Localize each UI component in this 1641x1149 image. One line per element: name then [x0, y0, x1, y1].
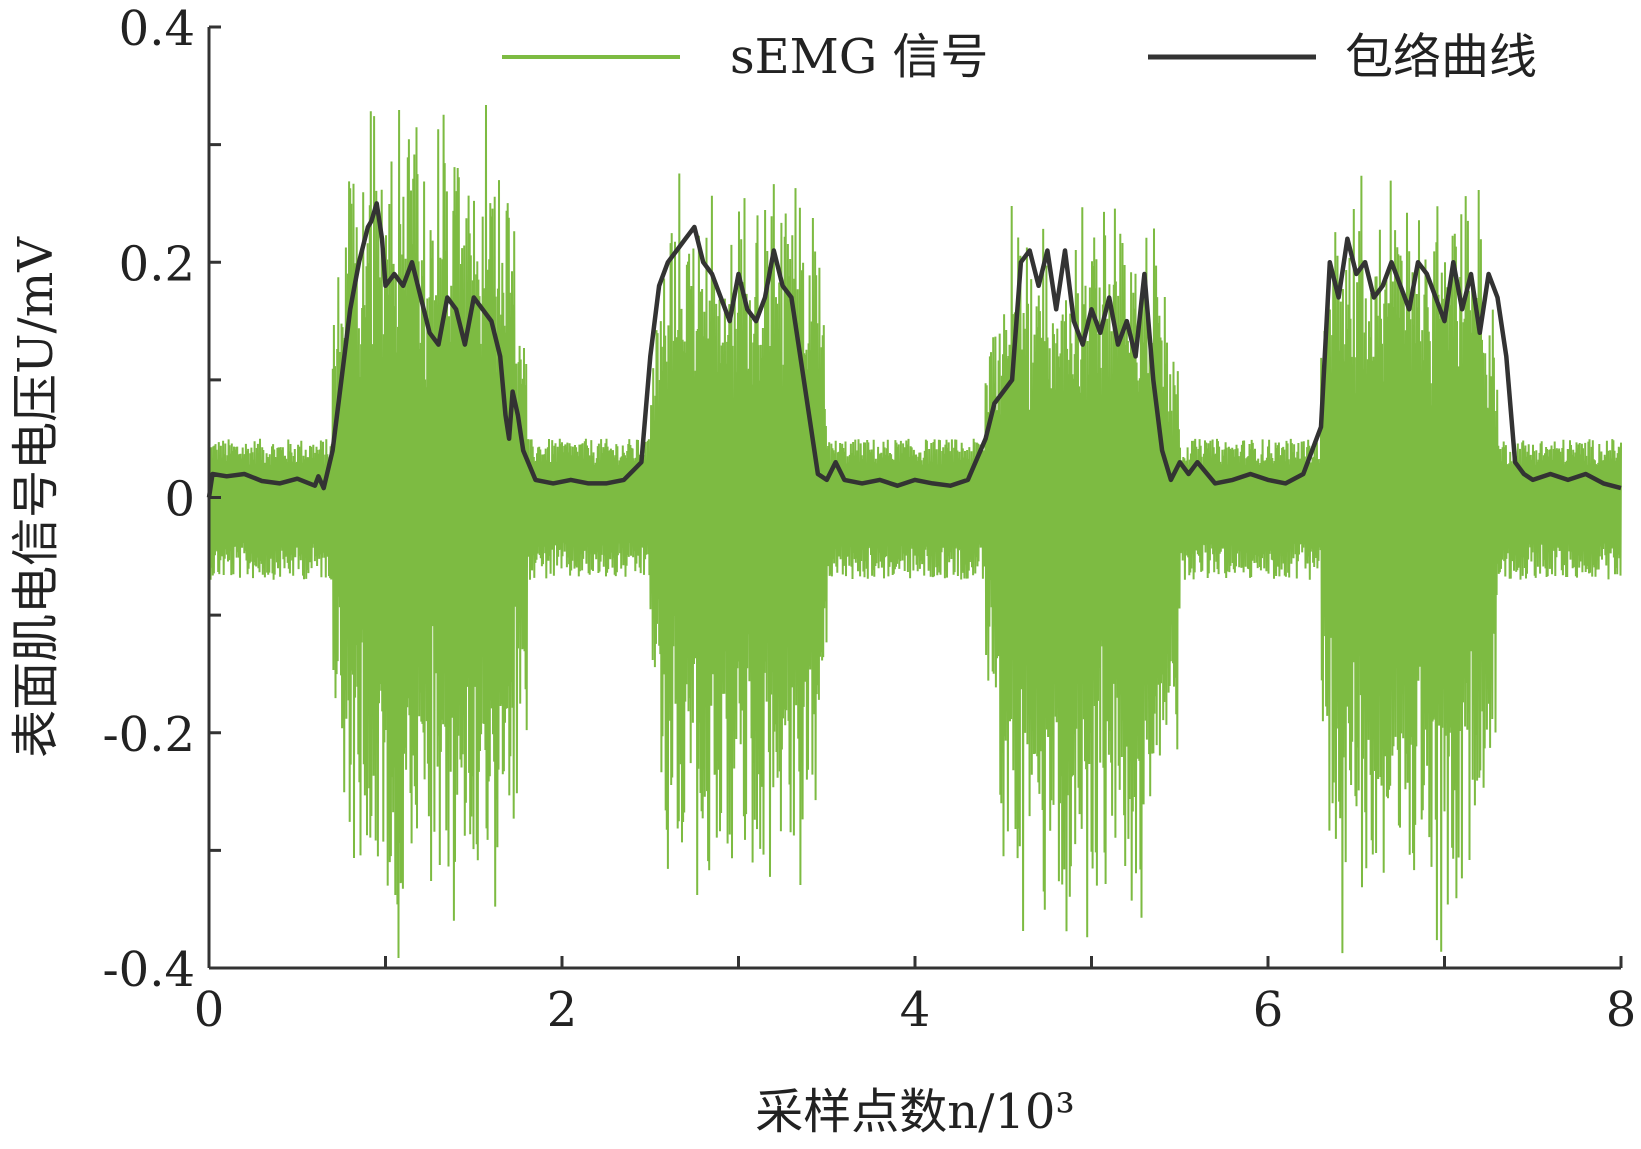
- x-axis-title: 采样点数n/10³: [755, 1084, 1074, 1140]
- envelope-series: [206, 201, 1622, 498]
- x-tick-label: 6: [1253, 982, 1284, 1038]
- legend-label-semg: sEMG 信号: [730, 29, 988, 85]
- envelope-line: [206, 201, 1622, 498]
- y-axis-title: 表面肌电信号电压U/mV: [8, 236, 64, 758]
- y-tick-label: 0.2: [119, 236, 195, 292]
- x-tick-label: 8: [1606, 982, 1637, 1038]
- axis-labels: 采样点数n/10³ 表面肌电信号电压U/mV: [8, 236, 1075, 1140]
- y-tick-label: -0.2: [102, 707, 195, 763]
- y-tick-label: 0.4: [119, 1, 195, 57]
- y-tick-label: -0.4: [102, 942, 195, 998]
- semg-signal-series: [208, 104, 1622, 959]
- x-tick-label: 4: [900, 982, 931, 1038]
- y-tick-label: 0: [164, 472, 195, 528]
- x-tick-label: 0: [194, 982, 225, 1038]
- axes: -0.4 -0.2 0 0.2 0.4 0 2 4 6 8: [102, 1, 1636, 1038]
- x-tick-label: 2: [547, 982, 578, 1038]
- legend-label-envelope: 包络曲线: [1345, 29, 1537, 85]
- legend: sEMG 信号 包络曲线: [502, 29, 1537, 85]
- semg-signal-line: [208, 104, 1622, 959]
